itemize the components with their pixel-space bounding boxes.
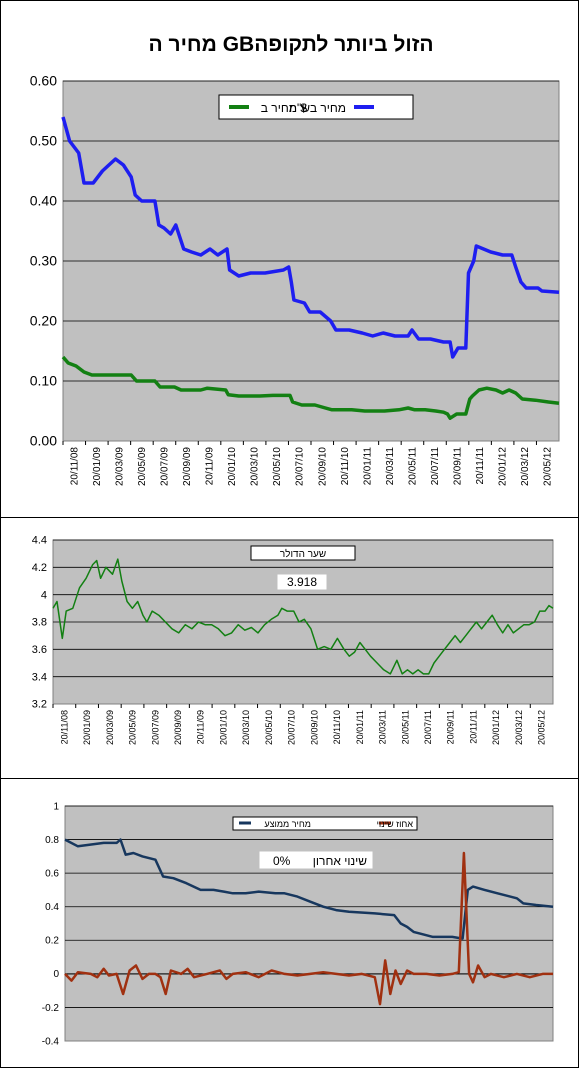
- x-tick-label: 20/03/12: [514, 710, 524, 745]
- y-tick-label: 0.20: [30, 313, 57, 329]
- y-tick-label: 3.6: [32, 644, 47, 656]
- x-tick-label: 20/05/11: [400, 710, 410, 744]
- series-line-1: [64, 851, 553, 1006]
- y-tick-label: 0.10: [30, 373, 57, 389]
- y-tick-label: 0.4: [45, 902, 59, 913]
- x-tick-label: 20/01/10: [227, 447, 238, 486]
- dollar-rate-chart: 3.2 3.4 3.6 3.8 4 4.2 4.4 20/11/08 20/01/09 20/03…: [32, 535, 554, 745]
- x-tick-label: 20/11/09: [196, 710, 206, 744]
- y-tick-label: 3.4: [32, 671, 47, 683]
- price-chart: מחיר ה GBהזול ביותר לתקופה 0.00 0.10 0.20 0.…: [30, 33, 560, 486]
- annotation-value: 0%: [273, 854, 291, 868]
- x-tick-label: 20/07/09: [150, 710, 160, 745]
- legend-label-usd: מחיר ב $: [261, 101, 308, 115]
- x-tick-label: 20/03/11: [378, 710, 388, 744]
- x-tick-label: 20/03/10: [241, 710, 251, 745]
- legend-box: [218, 94, 414, 120]
- legend-label-dollar-rate: שער הדולר: [280, 548, 326, 560]
- y-tick-label: 4.4: [32, 535, 47, 547]
- annotation-box: [258, 850, 374, 870]
- x-tick-label: 20/11/09: [205, 447, 216, 486]
- legend-box: [232, 816, 418, 831]
- x-tick-label: 20/01/09: [92, 447, 103, 486]
- y-tick-label: 0.00: [30, 433, 57, 449]
- average-change-chart: -0.4 -0.2 0 0.2 0.4 0.6 0.8 1 אחוז שינוי מחיר ממו…: [42, 801, 554, 1047]
- x-tick-label: 20/03/09: [114, 447, 125, 486]
- x-tick-label: 20/11/08: [69, 447, 80, 486]
- value-label-box: [276, 573, 328, 591]
- x-tick-label: 20/09/10: [309, 710, 319, 745]
- x-tick-label: 20/09/10: [317, 447, 328, 486]
- value-label: 3.918: [287, 575, 317, 589]
- x-tick-label: 20/09/09: [182, 447, 193, 486]
- x-tick-label: 20/01/09: [82, 710, 92, 745]
- x-tick-label: 20/07/11: [430, 447, 441, 486]
- y-tick-label: 0.60: [30, 73, 57, 89]
- y-tick-label: 3.8: [32, 617, 47, 629]
- x-tick-label: 20/11/11: [475, 447, 486, 485]
- x-tick-label: 20/07/09: [159, 447, 170, 486]
- legend-label-average: מחיר ממוצע: [264, 819, 311, 829]
- y-tick-label: 1: [53, 801, 59, 812]
- x-tick-label: 20/03/09: [105, 710, 115, 745]
- x-tick-label: 20/05/12: [537, 710, 547, 745]
- series-line-0: [64, 838, 554, 940]
- chart-title: מחיר ה GBהזול ביותר לתקופה: [148, 33, 433, 56]
- y-tick-label: 0.8: [45, 835, 59, 846]
- legend-box: [250, 545, 356, 561]
- y-tick-label: 0.2: [45, 936, 59, 947]
- x-tick-label: 20/07/10: [295, 447, 306, 486]
- legend-label-ils: מחיר בש"ח: [289, 101, 346, 115]
- x-tick-label: 20/03/12: [520, 447, 531, 486]
- x-tick-label: 20/05/09: [137, 447, 148, 486]
- y-tick-label: 4: [41, 589, 47, 601]
- x-tick-label: 20/05/12: [543, 447, 554, 486]
- x-tick-label: 20/01/11: [362, 447, 373, 486]
- series-line-1: [61, 355, 560, 420]
- x-tick-label: 20/01/12: [498, 447, 509, 486]
- x-tick-label: 20/07/11: [423, 710, 433, 744]
- y-tick-label: 4.2: [32, 562, 47, 574]
- x-tick-label: 20/11/10: [332, 710, 342, 744]
- x-tick-label: 20/01/12: [491, 710, 501, 745]
- x-tick-label: 20/11/08: [59, 710, 69, 744]
- y-tick-label: 0.40: [30, 193, 57, 209]
- chart-panel-average-change: -0.4 -0.2 0 0.2 0.4 0.6 0.8 1 אחוז שינוי מחיר ממו…: [0, 778, 579, 1068]
- y-tick-label: -0.4: [42, 1036, 60, 1047]
- annotation-label: שינוי אחרון: [313, 854, 367, 868]
- x-tick-label: 20/09/11: [446, 710, 456, 744]
- x-tick-label: 20/05/09: [128, 710, 138, 745]
- chart-panel-price: מחיר ה GBהזול ביותר לתקופה 0.00 0.10 0.20 0.…: [0, 0, 579, 518]
- x-tick-label: 20/11/11: [468, 710, 478, 744]
- legend-label-change: אחוז שינוי: [377, 819, 414, 829]
- x-tick-label: 20/09/09: [173, 710, 183, 745]
- y-tick-label: -0.2: [42, 1003, 60, 1014]
- x-tick-label: 20/09/11: [453, 447, 464, 486]
- y-tick-label: 0: [53, 969, 59, 980]
- x-tick-label: 20/07/10: [287, 710, 297, 745]
- x-tick-label: 20/03/10: [250, 447, 261, 486]
- chart-panel-dollar-rate: 3.2 3.4 3.6 3.8 4 4.2 4.4 20/11/08 20/01/09 20/03…: [0, 517, 579, 779]
- x-tick-label: 20/05/10: [272, 447, 283, 486]
- x-tick-label: 20/11/10: [340, 447, 351, 486]
- y-tick-label: 0.50: [30, 133, 57, 149]
- x-tick-label: 20/03/11: [385, 447, 396, 486]
- x-tick-label: 20/05/10: [264, 710, 274, 745]
- x-tick-label: 20/01/11: [355, 710, 365, 744]
- series-line-0: [61, 116, 560, 359]
- x-tick-label: 20/05/11: [407, 447, 418, 486]
- series-line-0: [52, 558, 554, 675]
- plot-area: [64, 805, 554, 1042]
- y-tick-label: 0.30: [30, 253, 57, 269]
- y-tick-label: 3.2: [32, 699, 47, 711]
- y-tick-label: 0.6: [45, 868, 59, 879]
- x-tick-label: 20/01/10: [218, 710, 228, 745]
